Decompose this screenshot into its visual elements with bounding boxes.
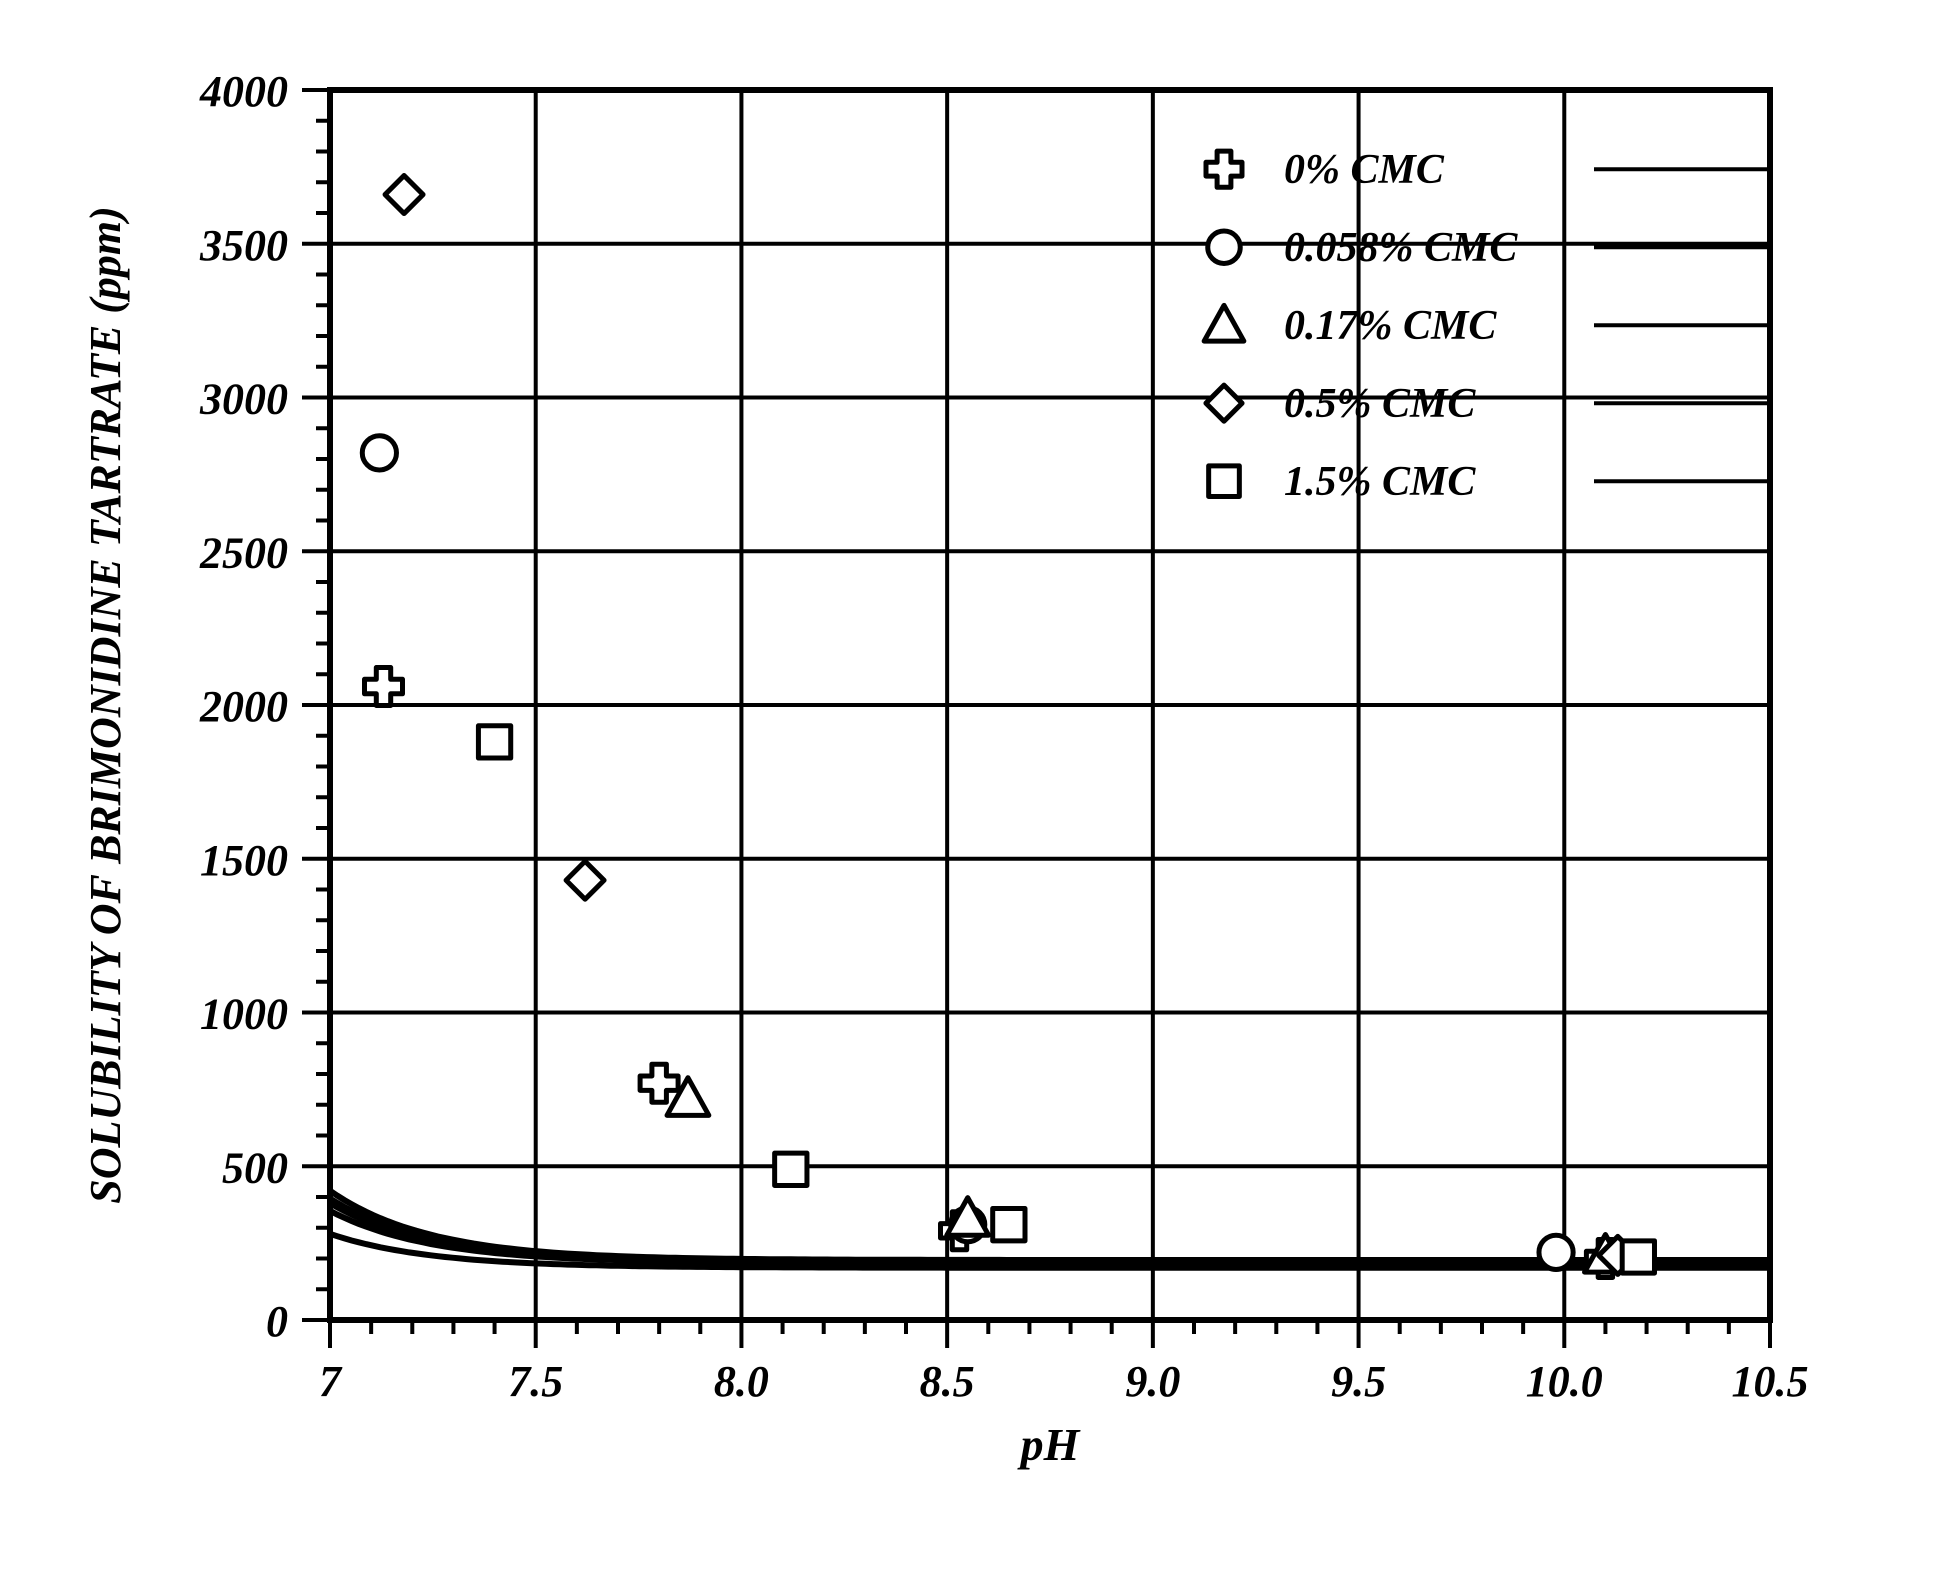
- point-cmc15: [478, 726, 510, 758]
- y-tick-label: 3000: [199, 375, 288, 424]
- point-cmc15: [1622, 1241, 1654, 1273]
- solubility-chart: 7 7.5 8.0 8.5 9.0 9.5 10.0 10.5 0 500 1000 1500 2000…: [0, 0, 1936, 1586]
- y-tick-label: 0: [266, 1297, 288, 1346]
- point-cmc15: [993, 1209, 1025, 1241]
- legend-label: 0.17% CMC: [1284, 303, 1497, 349]
- x-tick-label: 7.5: [508, 1357, 563, 1406]
- y-tick-label: 1500: [200, 836, 288, 885]
- x-tick-label: 8.0: [714, 1357, 769, 1406]
- x-ticks: 7 7.5 8.0 8.5 9.0 9.5 10.0 10.5: [319, 1320, 1809, 1406]
- y-tick-label: 1000: [200, 990, 288, 1039]
- x-tick-label: 10.5: [1732, 1357, 1809, 1406]
- y-ticks: 0 500 1000 1500 2000 2500 3000 3500 4000: [199, 67, 330, 1346]
- point-cmc0058: [1539, 1235, 1573, 1269]
- x-tick-label: 7: [319, 1357, 343, 1406]
- x-tick-label: 8.5: [920, 1357, 975, 1406]
- y-axis-title: SOLUBILITY OF BRIMONIDINE TARTRATE (ppm): [81, 206, 130, 1204]
- legend-label: 0% CMC: [1284, 147, 1445, 193]
- y-tick-label: 2500: [199, 528, 288, 577]
- x-tick-label: 10.0: [1526, 1357, 1603, 1406]
- legend-label: 0.058% CMC: [1284, 225, 1518, 271]
- point-cmc15: [775, 1153, 807, 1185]
- legend-label: 0.5% CMC: [1284, 381, 1476, 427]
- y-tick-label: 4000: [199, 67, 288, 116]
- x-tick-label: 9.0: [1125, 1357, 1180, 1406]
- x-tick-label: 9.5: [1331, 1357, 1386, 1406]
- legend-label: 1.5% CMC: [1284, 459, 1476, 505]
- y-tick-label: 500: [222, 1143, 288, 1192]
- point-cmc0058: [362, 436, 396, 470]
- y-tick-label: 3500: [199, 221, 288, 270]
- y-tick-label: 2000: [199, 682, 288, 731]
- x-axis-title: pH: [1017, 1419, 1081, 1470]
